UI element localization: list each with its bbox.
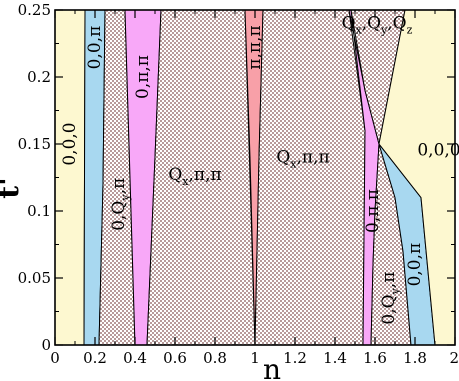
region-label-4: Qx,π,π (168, 164, 221, 187)
region-label-3: 0,π,π (133, 55, 153, 99)
y-tick-label: 0.25 (18, 1, 51, 19)
y-tick-label: 0.1 (27, 202, 51, 220)
y-tick-label: 0 (41, 336, 51, 354)
y-tick-label: 0.2 (27, 68, 51, 86)
region-label-8: Qx,Qy,Qz (342, 13, 413, 36)
x-axis-ticks: 0 0.2 0.4 0.6 0.8 1 1.2 1.4 1.6 1.8 2 (50, 10, 459, 367)
region-label-7: 0,π,π (363, 189, 383, 233)
y-tick-label: 0.15 (18, 135, 51, 153)
region-11 (378, 10, 455, 345)
region-label-6: Qx,π,π (276, 147, 329, 170)
y-tick-label: 0.05 (18, 269, 51, 287)
x-tick-label: 1.2 (283, 349, 307, 367)
region-label-9: 0,Qy,π (379, 272, 402, 325)
x-tick-label: 0.2 (83, 349, 107, 367)
region-2 (98, 10, 136, 345)
region-6 (254, 10, 366, 345)
x-tick-label: 0 (50, 349, 60, 367)
x-tick-label: 2 (449, 349, 459, 367)
region-label-2: 0,Qy,π (109, 178, 132, 231)
x-tick-label: 1 (250, 349, 260, 367)
x-tick-label: 0.4 (123, 349, 147, 367)
region-label-11: 0,0,0 (417, 140, 459, 160)
y-axis-label: t' (0, 177, 25, 199)
x-axis-label: n (263, 353, 281, 381)
x-tick-label: 1.6 (363, 349, 387, 367)
region-0 (55, 10, 86, 345)
phase-regions (55, 10, 455, 345)
region-labels: 0,0,00,0,π0,Qy,π0,π,πQx,π,ππ,π,πQx,π,π0,… (60, 13, 459, 325)
region-label-1: 0,0,π (85, 26, 105, 70)
region-4 (146, 10, 256, 345)
y-axis-ticks: 0 0.05 0.1 0.15 0.2 0.25 (18, 1, 455, 354)
x-tick-label: 1.8 (403, 349, 427, 367)
x-tick-label: 1.4 (323, 349, 347, 367)
region-label-0: 0,0,0 (60, 122, 80, 165)
region-label-10: 0,0,π (405, 243, 425, 287)
region-label-5: π,π,π (245, 25, 265, 69)
x-tick-label: 0.8 (203, 349, 227, 367)
x-tick-label: 0.6 (163, 349, 187, 367)
